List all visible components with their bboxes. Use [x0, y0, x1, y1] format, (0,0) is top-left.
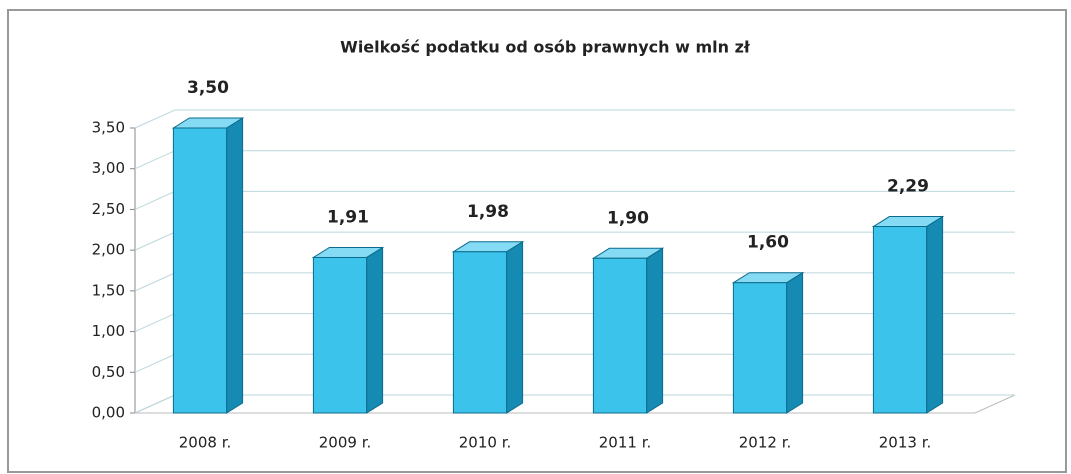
y-tick-label: 3,00 [92, 159, 125, 177]
data-label: 3,50 [187, 78, 229, 98]
bar [732, 282, 788, 414]
bar [592, 257, 648, 414]
bar [312, 256, 368, 414]
bar-side [506, 240, 524, 414]
bar-side [926, 215, 944, 414]
chart-title: Wielkość podatku od osób prawnych w mln … [340, 38, 751, 57]
x-tick-label: 2010 r. [459, 434, 512, 452]
y-tick-label: 2,00 [92, 241, 125, 259]
bar [872, 226, 928, 414]
y-tick-label: 3,50 [92, 119, 125, 137]
data-label: 1,98 [467, 202, 509, 222]
bar [172, 127, 228, 414]
bar-side [786, 271, 804, 414]
data-label: 1,90 [607, 208, 649, 228]
x-tick-label: 2008 r. [179, 434, 232, 452]
x-tick-label: 2012 r. [739, 434, 792, 452]
y-tick-label: 2,50 [92, 200, 125, 218]
bar-side [366, 246, 384, 414]
data-label: 2,29 [887, 177, 929, 197]
data-label: 1,60 [747, 233, 789, 253]
y-tick-label: 1,00 [92, 322, 125, 340]
y-tick-label: 1,50 [92, 281, 125, 299]
bar-side [646, 247, 664, 414]
bar-side [226, 117, 244, 414]
bar [452, 251, 508, 414]
grid-line [134, 109, 1015, 129]
data-label: 1,91 [327, 207, 369, 227]
x-tick-label: 2011 r. [599, 434, 652, 452]
y-tick-label: 0,50 [92, 363, 125, 381]
x-tick-label: 2009 r. [319, 434, 372, 452]
x-tick-label: 2013 r. [879, 434, 932, 452]
y-tick-label: 0,00 [92, 404, 125, 422]
